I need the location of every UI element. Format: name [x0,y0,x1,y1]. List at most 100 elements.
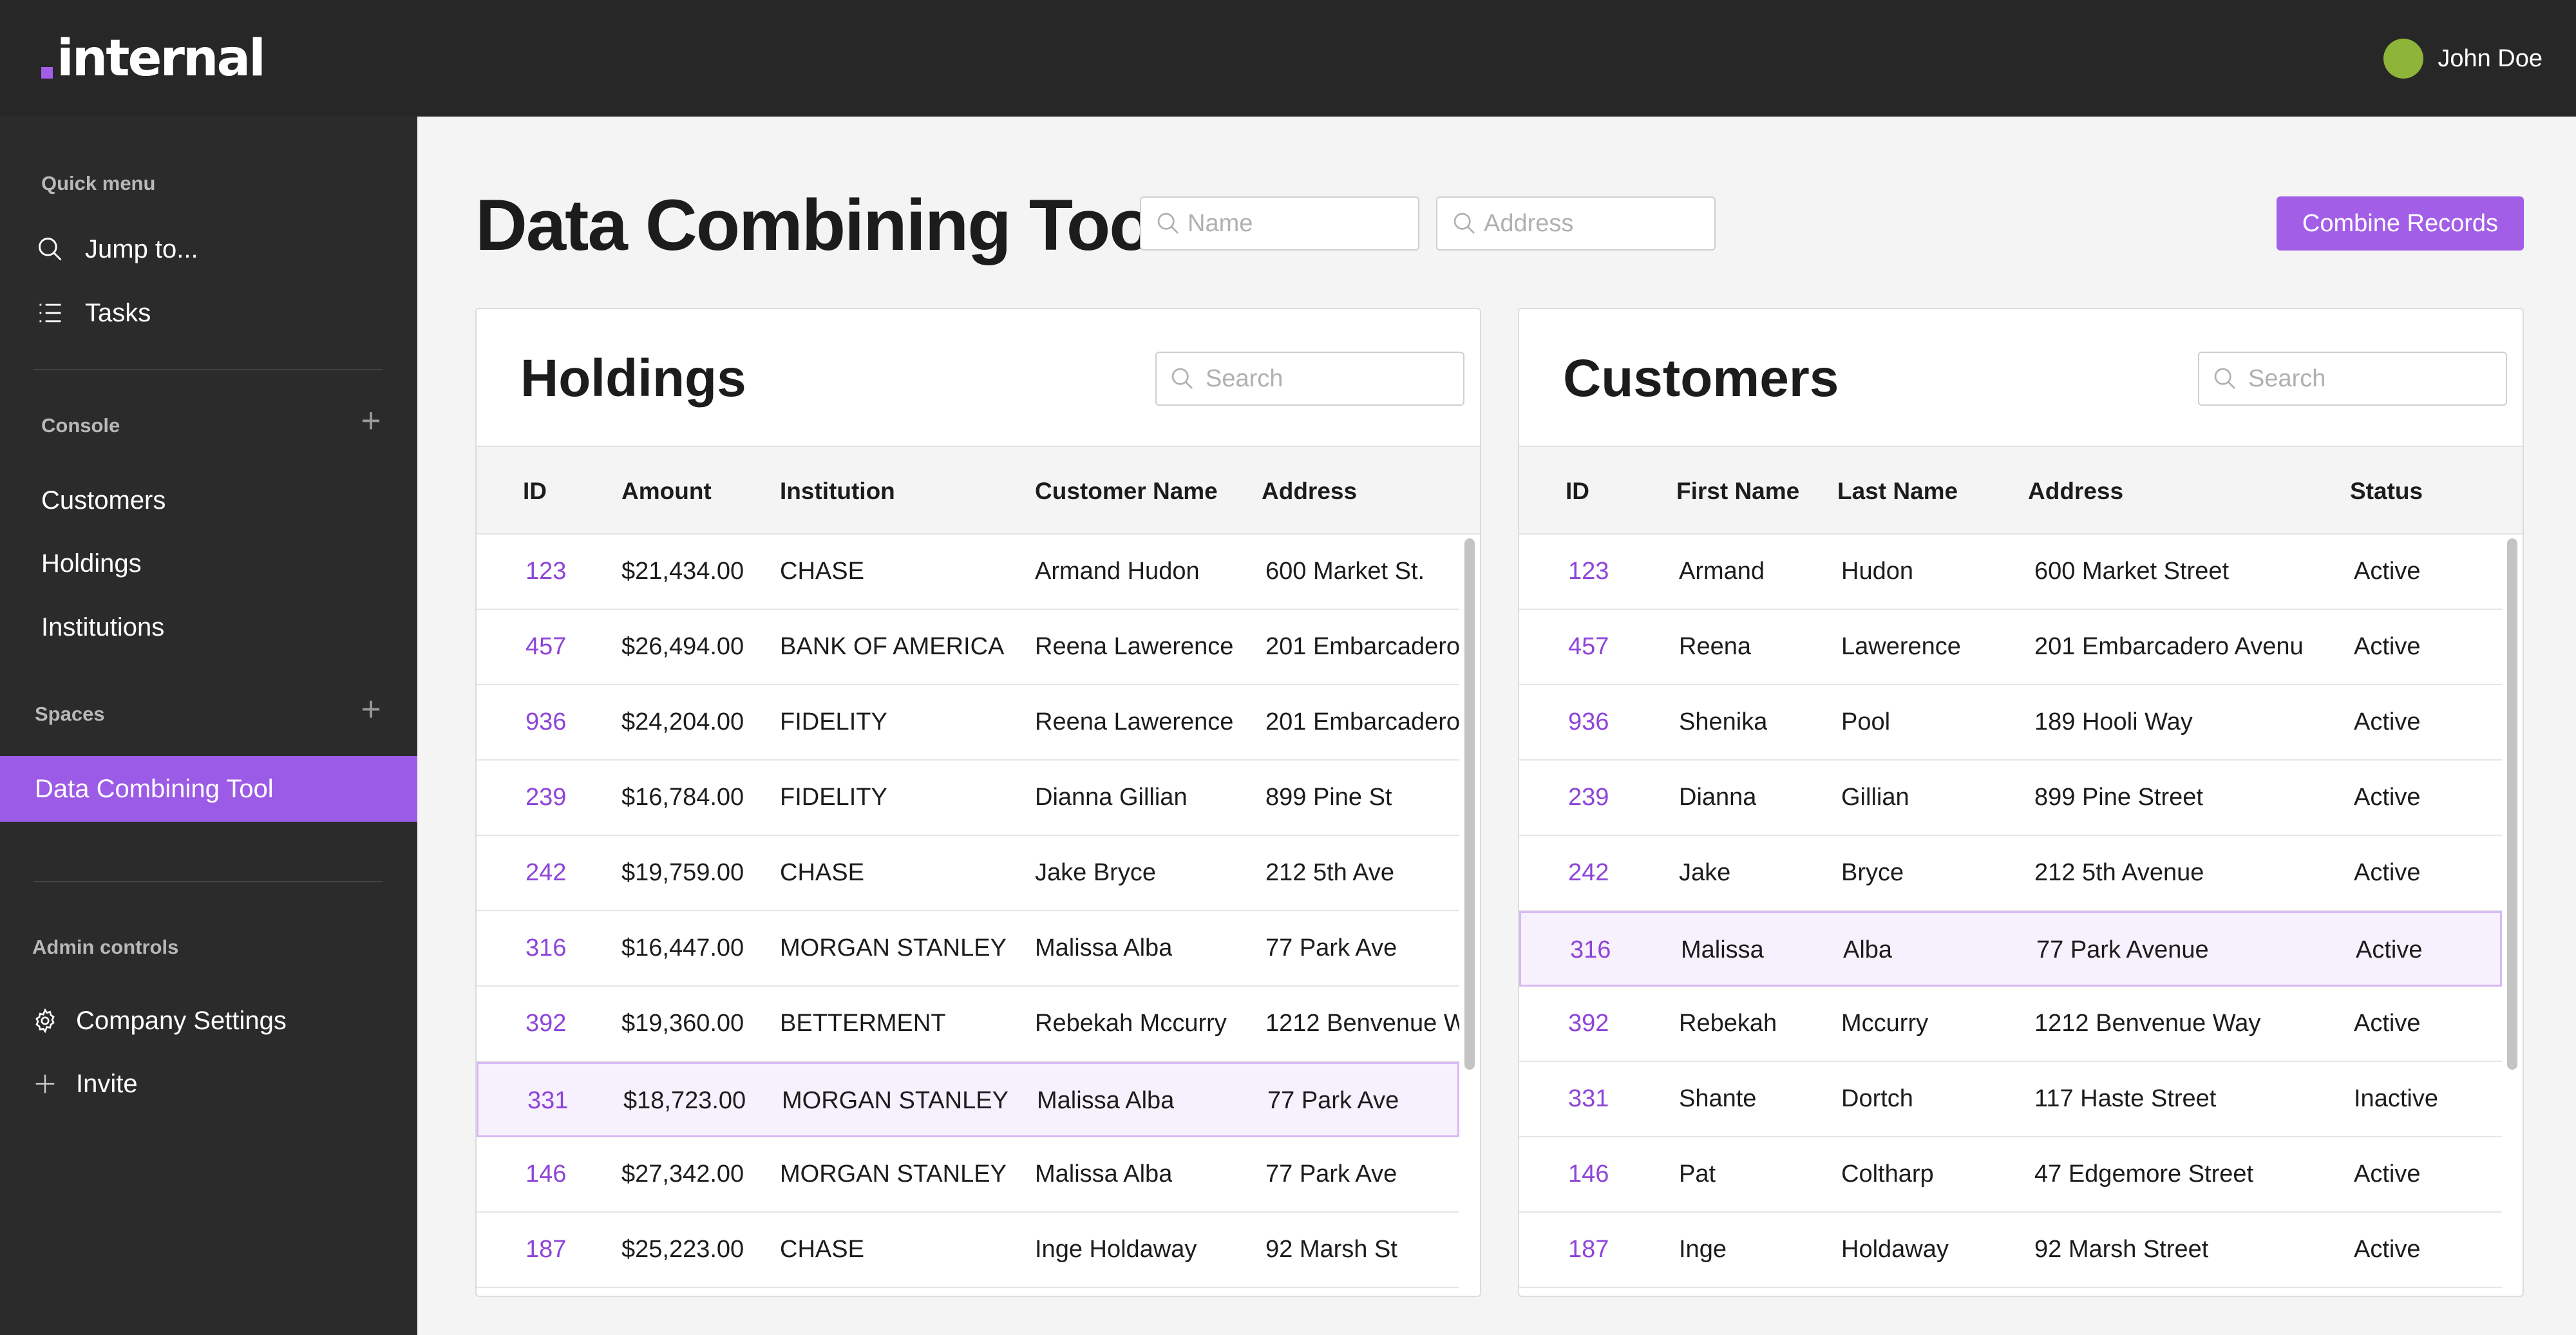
amount-cell: $19,759.00 [621,859,744,886]
record-id-link[interactable]: 457 [526,633,567,660]
table-row[interactable]: 392 Rebekah Mccurry 1212 Benvenue Way Active [1519,987,2502,1062]
user-menu[interactable]: John Doe [2383,39,2543,79]
column-header-institution[interactable]: Institution [780,478,895,504]
status-cell: Active [2354,859,2421,886]
table-row[interactable]: 187 $25,223.00 CHASE Inge Holdaway 92 Marsh … [477,1213,1459,1288]
add-console-icon[interactable]: + [361,401,381,440]
column-header-first-name[interactable]: First Name [1676,478,1800,504]
record-id-link[interactable]: 331 [527,1087,569,1114]
column-header-id[interactable]: ID [1566,478,1589,504]
address-filter-field[interactable] [1436,196,1716,251]
address-input[interactable] [1484,209,1703,238]
sidebar-item-customers[interactable]: Customers [0,473,417,528]
customer-name-cell: Reena Lawerence [1035,633,1234,660]
last-name-cell: Lawerence [1841,633,1961,660]
holdings-scrollbar[interactable] [1463,538,1476,1296]
table-row[interactable]: 123 $21,434.00 CHASE Armand Hudon 600 Market… [477,535,1459,610]
table-row[interactable]: 123 Armand Hudon 600 Market Street Active [1519,535,2502,610]
record-id-link[interactable]: 242 [1568,859,1609,886]
table-row[interactable]: 187 Inge Holdaway 92 Marsh Street Active [1519,1213,2502,1288]
table-row[interactable]: 457 Reena Lawerence 201 Embarcadero Avenu Ac… [1519,610,2502,685]
table-row[interactable]: 146 Pat Coltharp 47 Edgemore Street Active [1519,1137,2502,1213]
column-header-address[interactable]: Address [1262,478,1358,504]
record-id-link[interactable]: 457 [1568,633,1609,660]
table-row[interactable]: 242 Jake Bryce 212 5th Avenue Active [1519,836,2502,911]
table-row[interactable]: 146 $27,342.00 MORGAN STANLEY Malissa Alba 7… [477,1137,1459,1213]
sidebar-item-holdings[interactable]: Holdings [0,536,417,591]
scroll-thumb[interactable] [2507,538,2517,1070]
last-name-cell: Alba [1843,936,1893,963]
sidebar-item-invite[interactable]: Invite [0,1056,417,1112]
column-header-last-name[interactable]: Last Name [1837,478,1958,504]
record-id-link[interactable]: 242 [526,859,567,886]
status-cell: Inactive [2354,1085,2438,1112]
column-header-amount[interactable]: Amount [621,478,712,504]
record-id-link[interactable]: 123 [526,558,567,585]
table-row[interactable]: 239 Dianna Gillian 899 Pine Street Active [1519,761,2502,836]
add-space-icon[interactable]: + [361,690,381,728]
sidebar-item-company-settings[interactable]: Company Settings [0,993,417,1048]
table-row[interactable]: 331 Shante Dortch 117 Haste Street Inactive [1519,1062,2502,1137]
record-id-link[interactable]: 146 [526,1160,567,1188]
record-id-link[interactable]: 123 [1568,558,1609,585]
customers-search-field[interactable] [2198,352,2507,406]
customers-search-input[interactable] [2248,365,2493,393]
last-name-cell: Holdaway [1841,1236,1949,1263]
record-id-link[interactable]: 392 [526,1010,567,1037]
table-row[interactable]: 392 $19,360.00 BETTERMENT Rebekah Mccurry 12… [477,987,1459,1062]
status-cell: Active [2354,558,2421,585]
institution-cell: MORGAN STANLEY [780,934,1007,961]
app-logo[interactable]: internal [41,30,266,88]
name-input[interactable] [1188,209,1406,238]
record-id-link[interactable]: 187 [1568,1236,1609,1263]
record-id-link[interactable]: 187 [526,1236,567,1263]
record-id-link[interactable]: 331 [1568,1085,1609,1112]
record-id-link[interactable]: 239 [1568,784,1609,811]
table-row[interactable]: 316 $16,447.00 MORGAN STANLEY Malissa Alba 7… [477,911,1459,987]
status-cell: Active [2354,1236,2421,1263]
address-cell: 1212 Benvenue Way [2034,1010,2261,1037]
record-id-link[interactable]: 239 [526,784,567,811]
list-icon [35,298,66,328]
record-id-link[interactable]: 316 [1570,936,1611,963]
customers-scrollbar[interactable] [2506,538,2519,1296]
column-header-status[interactable]: Status [2350,478,2423,504]
sidebar-item-data-combining-tool[interactable]: Data Combining Tool [0,756,417,822]
name-filter-field[interactable] [1140,196,1419,251]
column-header-id[interactable]: ID [523,478,547,504]
customers-table-body: 123 Armand Hudon 600 Market Street Active 457… [1519,535,2502,1296]
table-row[interactable]: 239 $16,784.00 FIDELITY Dianna Gillian 899 P… [477,761,1459,836]
admin-controls-label: Admin controls [32,936,179,958]
column-header-customer-name[interactable]: Customer Name [1035,478,1218,504]
record-id-link[interactable]: 936 [526,708,567,735]
sidebar-item-tasks[interactable]: Tasks [0,285,417,341]
customer-name-cell: Inge Holdaway [1035,1236,1197,1263]
table-row[interactable]: 457 $26,494.00 BANK OF AMERICA Reena Lawere… [477,610,1459,685]
search-icon [35,234,66,265]
address-cell: 77 Park Ave [1267,1087,1399,1114]
table-row[interactable]: 316 Malissa Alba 77 Park Avenue Active [1519,911,2502,987]
plus-icon [30,1068,61,1099]
record-id-link[interactable]: 392 [1568,1010,1609,1037]
amount-cell: $16,447.00 [621,934,744,961]
record-id-link[interactable]: 316 [526,934,567,961]
holdings-search-input[interactable] [1206,365,1450,393]
table-row[interactable]: 936 $24,204.00 FIDELITY Reena Lawerence 201 … [477,685,1459,761]
table-row[interactable]: 936 Shenika Pool 189 Hooli Way Active [1519,685,2502,761]
sidebar-item-institutions[interactable]: Institutions [0,600,417,655]
record-id-link[interactable]: 146 [1568,1160,1609,1188]
search-icon [1170,366,1195,392]
first-name-cell: Dianna [1679,784,1757,811]
last-name-cell: Pool [1841,708,1891,735]
combine-records-button[interactable]: Combine Records [2277,196,2524,251]
amount-cell: $25,223.00 [621,1236,744,1263]
scroll-thumb[interactable] [1464,538,1475,1070]
table-row[interactable]: 242 $19,759.00 CHASE Jake Bryce 212 5th Ave [477,836,1459,911]
holdings-search-field[interactable] [1155,352,1464,406]
sidebar-item-label: Tasks [85,298,151,327]
sidebar-item-jump-to[interactable]: Jump to... [0,222,417,277]
table-row[interactable]: 331 $18,723.00 MORGAN STANLEY Malissa Alba 7… [477,1062,1459,1137]
last-name-cell: Coltharp [1841,1160,1934,1188]
column-header-address[interactable]: Address [2028,478,2124,504]
record-id-link[interactable]: 936 [1568,708,1609,735]
